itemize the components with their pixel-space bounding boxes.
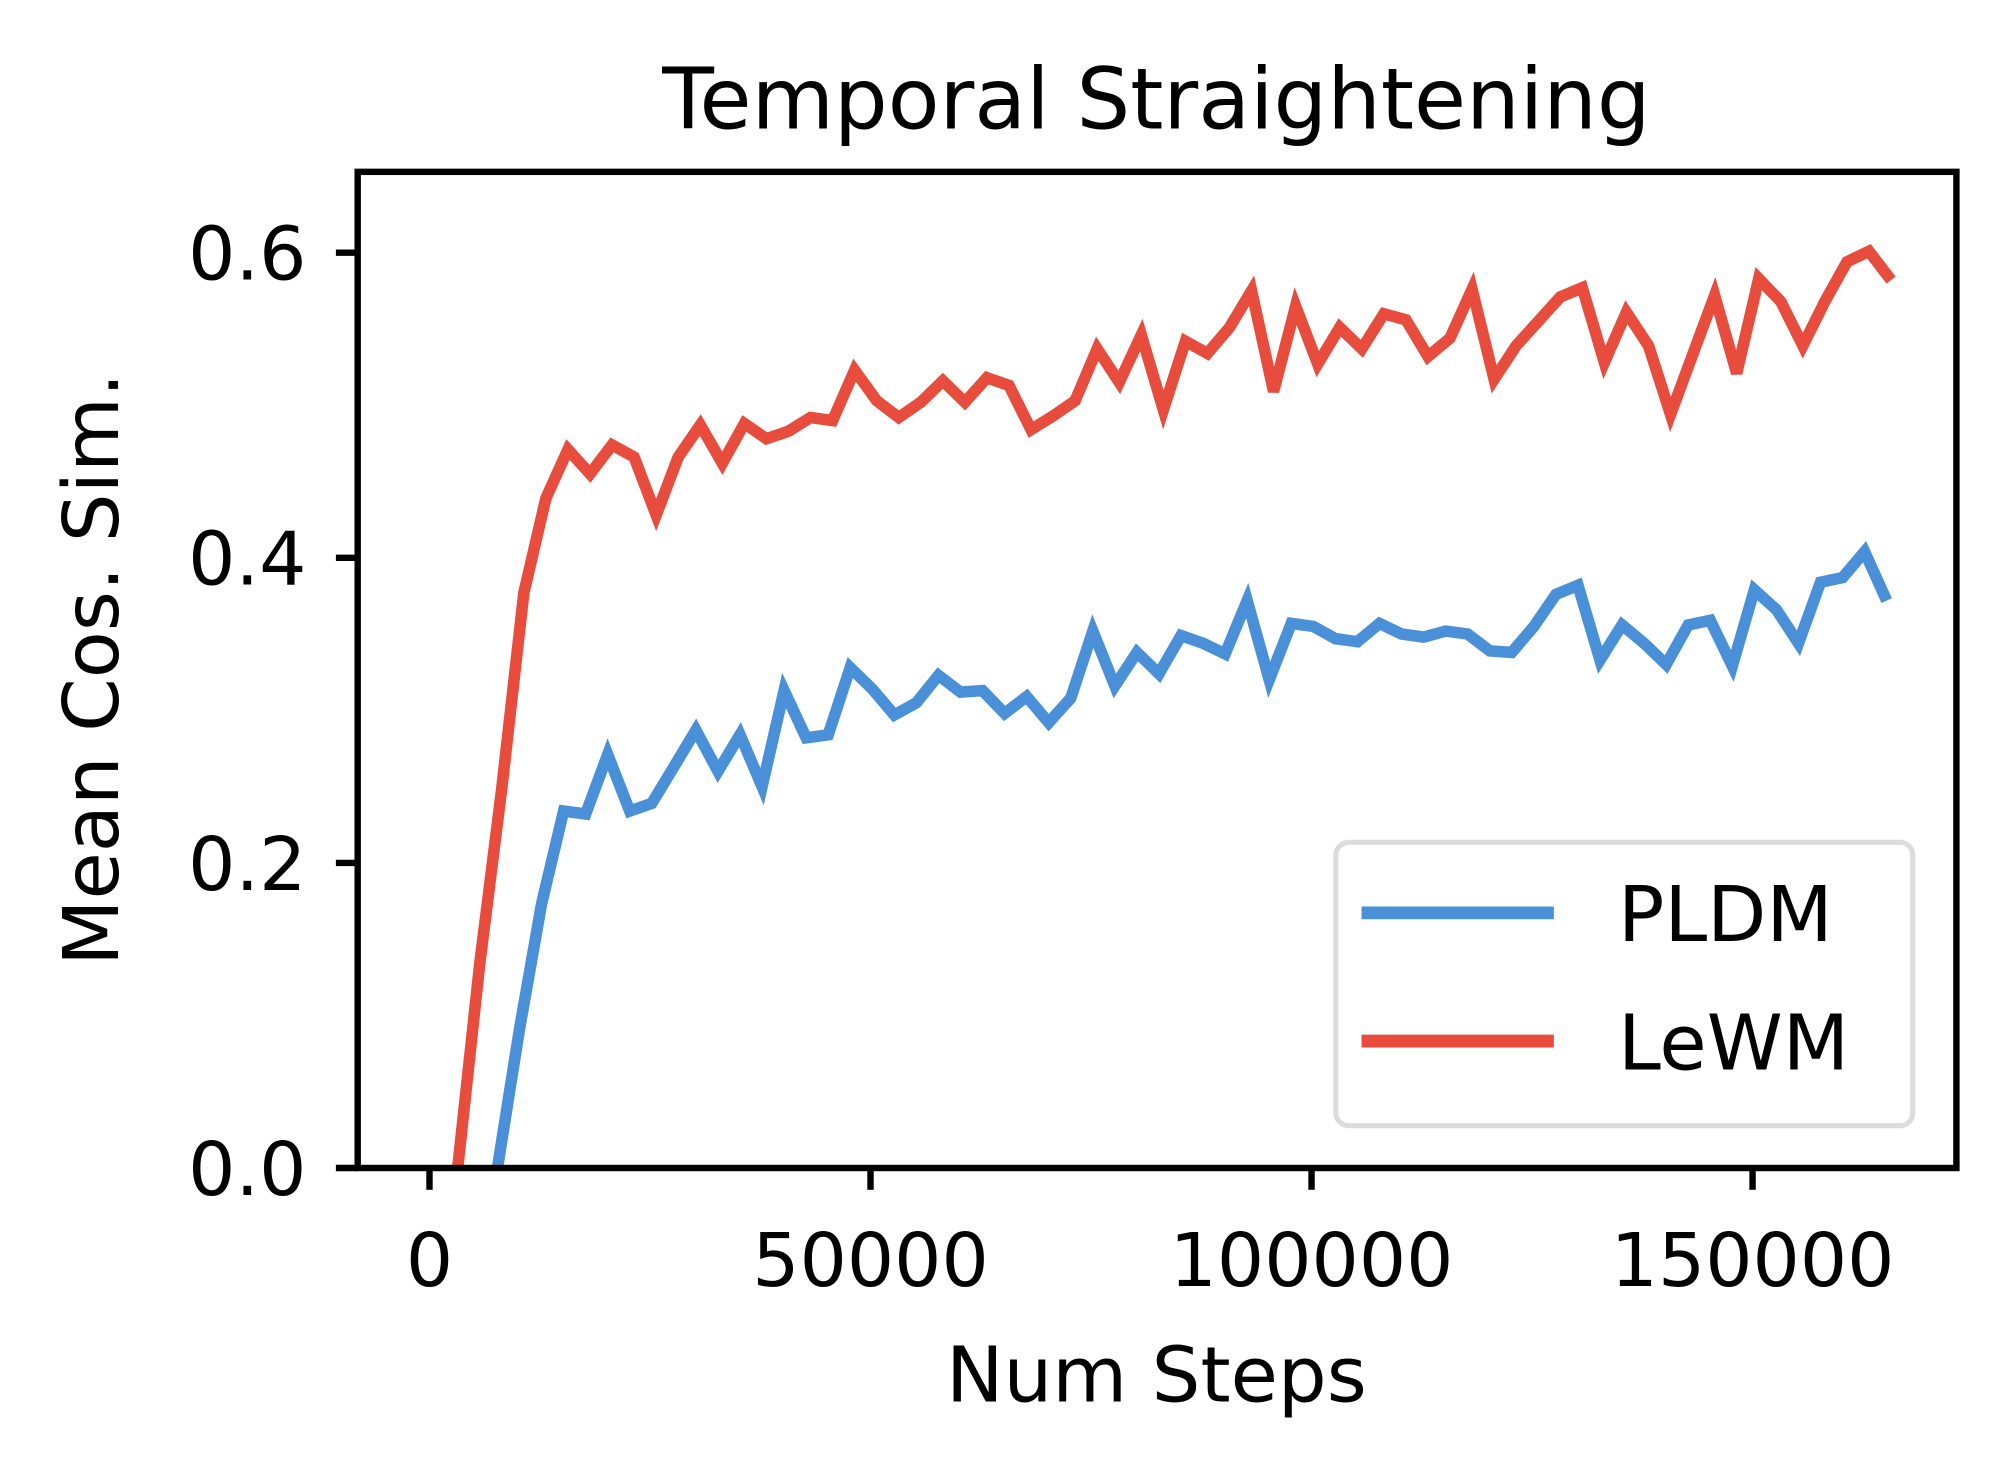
series-layer xyxy=(451,243,1896,1168)
y-tick-label: 0.0 xyxy=(188,1126,306,1213)
x-tick-label: 150000 xyxy=(1611,1217,1895,1304)
y-tick-label: 0.6 xyxy=(188,211,306,298)
plot-frame xyxy=(354,168,1960,1172)
y-tick-label: 0.2 xyxy=(188,821,306,908)
legend: PLDM LeWM xyxy=(1333,839,1916,1129)
legend-label-lewm: LeWM xyxy=(1618,999,1849,1088)
x-axis: 0 50000 100000 150000 xyxy=(406,1167,1895,1304)
x-tick-label: 0 xyxy=(406,1217,453,1304)
series-line-pldm xyxy=(491,541,1892,1168)
series-line-lewm xyxy=(451,243,1896,1168)
chart-title: Temporal Straightening xyxy=(661,49,1650,148)
y-axis-label: Mean Cos. Sim. xyxy=(48,373,137,966)
y-tick-label: 0.4 xyxy=(188,516,306,603)
y-axis: 0.0 0.2 0.4 0.6 xyxy=(188,211,358,1213)
legend-label-pldm: PLDM xyxy=(1618,871,1833,960)
x-axis-label: Num Steps xyxy=(946,1331,1367,1420)
x-tick-label: 100000 xyxy=(1170,1217,1454,1304)
x-tick-label: 50000 xyxy=(752,1217,988,1304)
